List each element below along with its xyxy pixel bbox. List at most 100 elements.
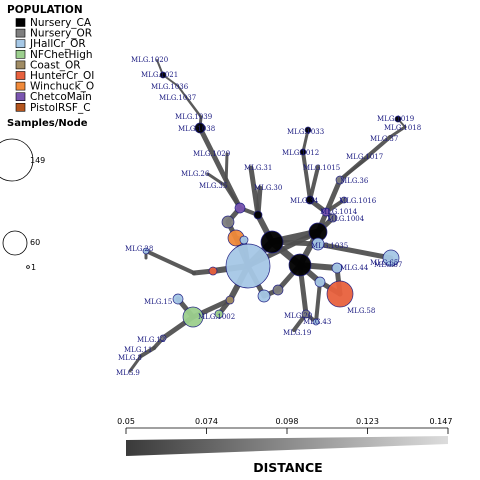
- node-n1004: [328, 213, 338, 223]
- distance-tick-label-2: 0.098: [276, 417, 299, 426]
- samples-per-node-legend: Samples/Node 149 60 1: [0, 118, 88, 272]
- edge-26: [338, 135, 392, 182]
- size-label-medium: 60: [30, 238, 40, 247]
- node-n1038: [194, 122, 206, 134]
- node-labels: MLG.1020 MLG.1021 MLG.1036 MLG.1037 MLG.1039…: [116, 56, 421, 377]
- node-nD: [253, 210, 263, 220]
- node-nI: [182, 306, 204, 328]
- node-jh: [225, 243, 271, 289]
- node-nJ: [225, 295, 235, 305]
- legend-label-8: PistolRSF_C: [30, 102, 91, 114]
- node-label: MLG.1004: [327, 215, 365, 223]
- legend-label-7: ChetcoMain: [30, 91, 92, 103]
- node-label: MLG.1037: [159, 94, 196, 102]
- distance-tick-label-3: 0.123: [356, 417, 379, 426]
- node-n1002: [214, 309, 224, 319]
- node-n58: [326, 280, 354, 308]
- size-circle-medium: [2, 230, 28, 256]
- node-label: MLG.34: [290, 197, 319, 205]
- node-n20: [301, 309, 311, 319]
- node-label: MLG.31: [244, 164, 272, 172]
- edge-32: [315, 241, 394, 261]
- node-label: MLG.65: [370, 259, 398, 267]
- edge-17: [308, 165, 320, 202]
- legend-label-1: Nursery_OR: [30, 28, 92, 40]
- edge-38: [314, 280, 322, 324]
- node-n1014: [321, 207, 331, 217]
- distance-tick-label-4: 0.147: [430, 417, 453, 426]
- node-n15: [172, 293, 184, 305]
- node-label: MLG.1018: [384, 124, 421, 132]
- node-n1019: [394, 115, 402, 123]
- edge-55: [139, 346, 156, 358]
- node-n36: [335, 175, 345, 185]
- node-label: MLG.26: [181, 170, 210, 178]
- edge-16: [301, 150, 312, 202]
- node-label: MLG.1012: [282, 149, 319, 157]
- node-label: MLG.15: [144, 298, 172, 306]
- node-nH: [272, 284, 284, 296]
- node-n28: [142, 247, 150, 255]
- edge-2: [177, 85, 187, 98]
- node-label: MLG.67: [374, 261, 402, 269]
- edge-13: [255, 185, 263, 218]
- node-label: MLG.43: [303, 318, 331, 326]
- legend-swatch-6: [15, 81, 26, 91]
- node-label: MLG.58: [347, 307, 375, 315]
- legend-title: POPULATION: [7, 4, 83, 16]
- edge-7: [206, 172, 228, 188]
- network-nodes: [142, 71, 402, 342]
- node-label: MLG.9: [116, 369, 140, 377]
- population-legend: POPULATION Nursery_CANursery_ORJHallCr_O…: [7, 4, 94, 114]
- node-nA: [234, 202, 246, 214]
- legend-label-4: Coast_OR: [30, 59, 81, 71]
- legend-swatch-8: [15, 103, 26, 112]
- legend-swatch-7: [15, 92, 26, 101]
- node-n65: [382, 249, 400, 267]
- edge-22: [315, 177, 343, 235]
- legend-label-0: Nursery_CA: [30, 17, 92, 29]
- legend-label-6: Winchuck_O: [30, 81, 94, 93]
- node-label: MLG.12: [137, 336, 165, 344]
- node-nK: [314, 276, 326, 288]
- size-circle-large: [0, 138, 34, 182]
- node-n43: [312, 318, 320, 326]
- node-nE: [208, 266, 218, 276]
- size-legend-title: Samples/Node: [7, 118, 88, 129]
- edge-25: [388, 125, 407, 139]
- legend-swatch-0: [15, 18, 26, 27]
- node-label: MLG.1021: [141, 71, 178, 79]
- node-label: MLG.1035: [311, 242, 348, 250]
- node-n1016: [340, 196, 348, 204]
- node-label: MLG.11: [124, 346, 152, 354]
- node-label: MLG.1016: [339, 197, 377, 205]
- node-n12: [159, 334, 167, 342]
- node-label: MLG.37: [370, 135, 398, 143]
- edge-6: [224, 152, 229, 188]
- node-label: MLG.20: [284, 312, 312, 320]
- node-label: MLG.1002: [198, 313, 235, 321]
- node-hub2: [288, 253, 312, 277]
- node-label: MLG.19: [283, 329, 311, 337]
- legend-label-2: JHallCr_OR: [29, 38, 86, 50]
- node-label: MLG.1020: [131, 56, 168, 64]
- edge-3: [184, 95, 203, 119]
- node-label: MLG.1014: [320, 208, 358, 216]
- distance-tick-label-0: 0.05: [117, 417, 135, 426]
- node-label: MLG.1019: [377, 115, 414, 123]
- distance-scale: 0.05 0.074 0.098 0.123 0.147 DISTANCE: [117, 417, 452, 475]
- node-label: MLG.44: [340, 264, 369, 272]
- node-n34: [305, 195, 315, 205]
- legend-swatch-5: [15, 71, 26, 80]
- edge-47: [144, 249, 196, 275]
- legend-swatch-2: [15, 39, 26, 49]
- legend-label-3: NFChetHigh: [30, 49, 93, 61]
- node-n1021: [159, 71, 167, 79]
- node-label: MLG.1017: [346, 153, 383, 161]
- size-label-large: 149: [30, 156, 45, 165]
- node-n1033: [304, 126, 312, 134]
- node-n44: [331, 262, 343, 274]
- node-label: MLG.30: [254, 184, 282, 192]
- node-nM: [239, 235, 249, 245]
- node-hub: [260, 230, 284, 254]
